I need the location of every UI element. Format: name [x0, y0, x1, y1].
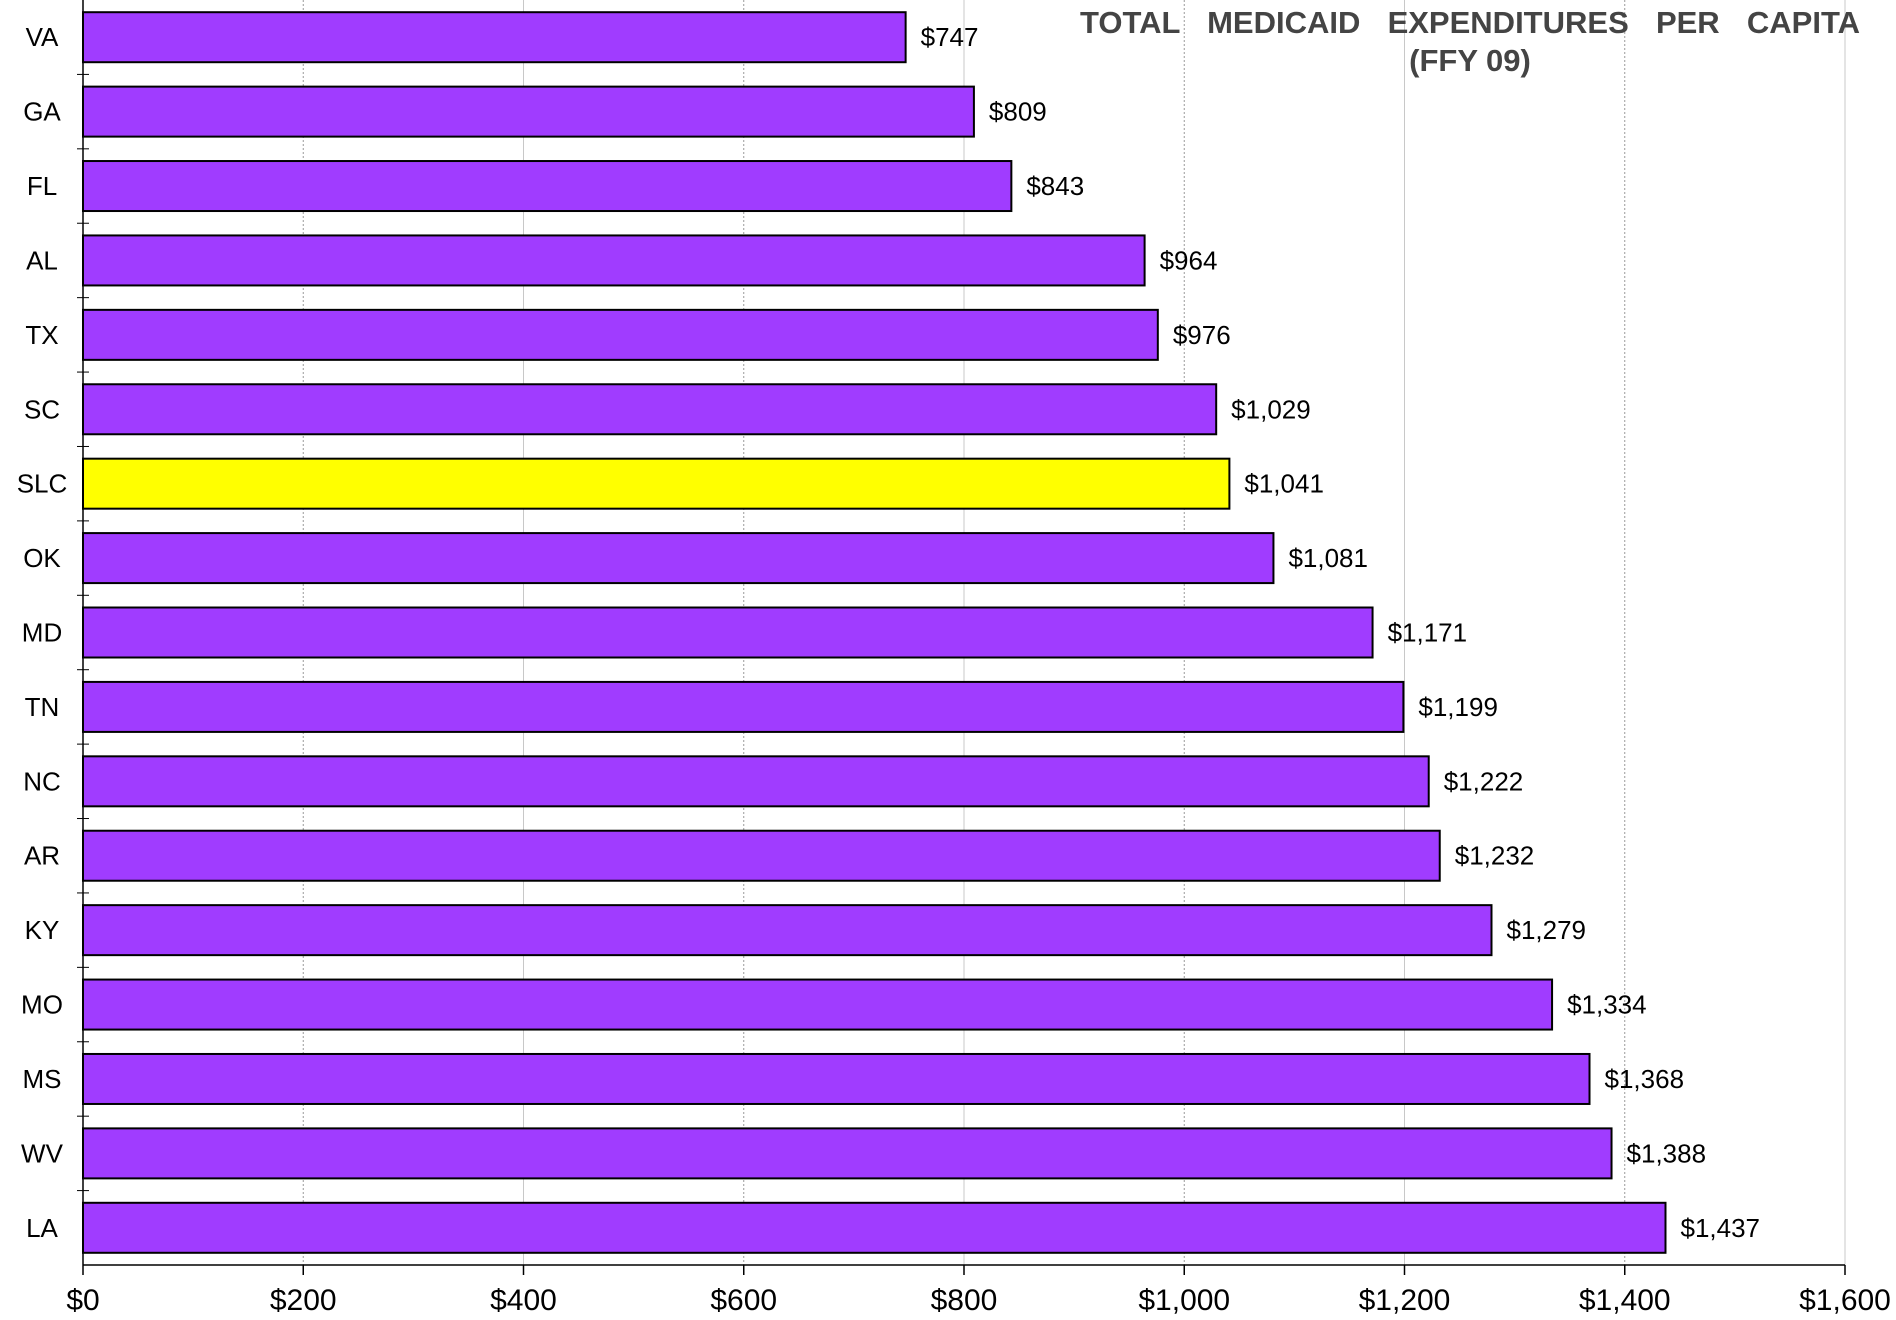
- bar-ga: [82, 85, 975, 138]
- bar-fl: [82, 160, 1013, 213]
- value-label: $1,368: [1605, 1064, 1685, 1094]
- category-label: TN: [25, 692, 60, 722]
- value-label: $1,222: [1444, 766, 1524, 796]
- chart-title-text: TOTAL MEDICAID EXPENDITURES PER CAPITA: [1080, 5, 1860, 40]
- bar-ky: [82, 904, 1493, 957]
- bar-slc: [82, 457, 1231, 510]
- bar-sc: [82, 383, 1218, 436]
- value-label: $1,232: [1455, 841, 1535, 871]
- category-label: TX: [25, 320, 58, 350]
- bar-wv: [82, 1127, 1613, 1180]
- axes: [77, 0, 1846, 1275]
- value-label: $1,334: [1567, 990, 1647, 1020]
- value-label: $1,388: [1627, 1138, 1707, 1168]
- value-label: $809: [989, 97, 1047, 127]
- bar-ok: [82, 532, 1275, 585]
- x-tick-label: $200: [270, 1284, 337, 1317]
- category-label: MS: [23, 1064, 62, 1094]
- bar-mo: [82, 978, 1554, 1031]
- category-label: GA: [23, 97, 61, 127]
- category-label: AR: [24, 841, 60, 871]
- category-label: VA: [26, 22, 59, 52]
- bar-va: [82, 11, 907, 64]
- x-tick-label: $400: [490, 1284, 557, 1317]
- bar-la: [82, 1201, 1667, 1254]
- value-label: $1,041: [1244, 469, 1324, 499]
- bar-tn: [82, 680, 1405, 733]
- chart-title: TOTAL MEDICAID EXPENDITURES PER CAPITA (…: [1080, 4, 1860, 80]
- labels: VA $747 GA $809 FL $843 AL $964 TX $976 SC $1,029 SL…: [17, 22, 1891, 1317]
- category-label: MO: [21, 990, 63, 1020]
- value-label: $843: [1026, 171, 1084, 201]
- x-tick-label: $1,400: [1579, 1284, 1671, 1317]
- bar-md: [82, 606, 1374, 659]
- category-label: OK: [23, 543, 61, 573]
- value-label: $747: [921, 22, 979, 52]
- bar-nc: [82, 755, 1430, 808]
- bar-tx: [82, 308, 1159, 361]
- value-label: $1,279: [1506, 915, 1586, 945]
- category-label: LA: [26, 1213, 58, 1243]
- x-tick-label: $0: [66, 1284, 99, 1317]
- value-label: $1,081: [1288, 543, 1368, 573]
- category-label: NC: [23, 766, 61, 796]
- category-label: SLC: [17, 469, 68, 499]
- category-label: KY: [25, 915, 60, 945]
- value-label: $1,437: [1680, 1213, 1760, 1243]
- category-label: SC: [24, 394, 60, 424]
- chart-subtitle: (FFY 09): [1409, 43, 1531, 78]
- x-tick-label: $1,600: [1799, 1284, 1891, 1317]
- x-tick-label: $800: [931, 1284, 998, 1317]
- bar-al: [82, 234, 1146, 287]
- bar-ar: [82, 829, 1441, 882]
- x-tick-label: $1,200: [1359, 1284, 1451, 1317]
- x-tick-label: $600: [710, 1284, 777, 1317]
- category-label: WV: [21, 1138, 64, 1168]
- value-label: $1,171: [1388, 618, 1468, 648]
- bar-ms: [82, 1052, 1591, 1105]
- value-label: $1,029: [1231, 394, 1311, 424]
- category-label: MD: [22, 618, 62, 648]
- value-label: $1,199: [1418, 692, 1498, 722]
- category-label: AL: [26, 245, 58, 275]
- value-label: $976: [1173, 320, 1231, 350]
- bars: [82, 11, 1667, 1254]
- value-label: $964: [1160, 245, 1218, 275]
- category-label: FL: [27, 171, 57, 201]
- x-tick-label: $1,000: [1138, 1284, 1230, 1317]
